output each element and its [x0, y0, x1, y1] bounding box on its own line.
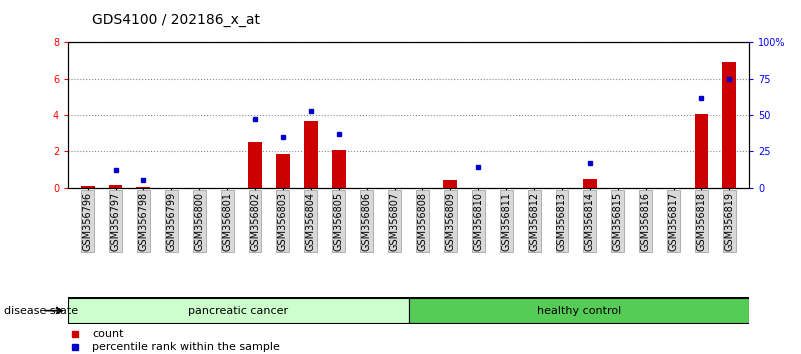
Text: disease state: disease state	[4, 306, 78, 316]
Bar	[248, 142, 262, 188]
Text: percentile rank within the sample: percentile rank within the sample	[92, 342, 280, 352]
Bar	[444, 181, 457, 188]
Bar	[332, 150, 346, 188]
Bar	[723, 62, 736, 188]
Text: GDS4100 / 202186_x_at: GDS4100 / 202186_x_at	[92, 12, 260, 27]
Bar	[68, 298, 409, 324]
Text: count: count	[92, 329, 123, 339]
Text: pancreatic cancer: pancreatic cancer	[188, 306, 288, 316]
Bar	[81, 186, 95, 188]
Text: healthy control: healthy control	[537, 306, 621, 316]
Bar	[409, 298, 749, 324]
Bar	[276, 154, 290, 188]
Bar	[694, 114, 708, 188]
Bar	[109, 185, 123, 188]
Bar	[304, 121, 318, 188]
Bar	[583, 178, 597, 188]
Bar	[136, 187, 151, 188]
